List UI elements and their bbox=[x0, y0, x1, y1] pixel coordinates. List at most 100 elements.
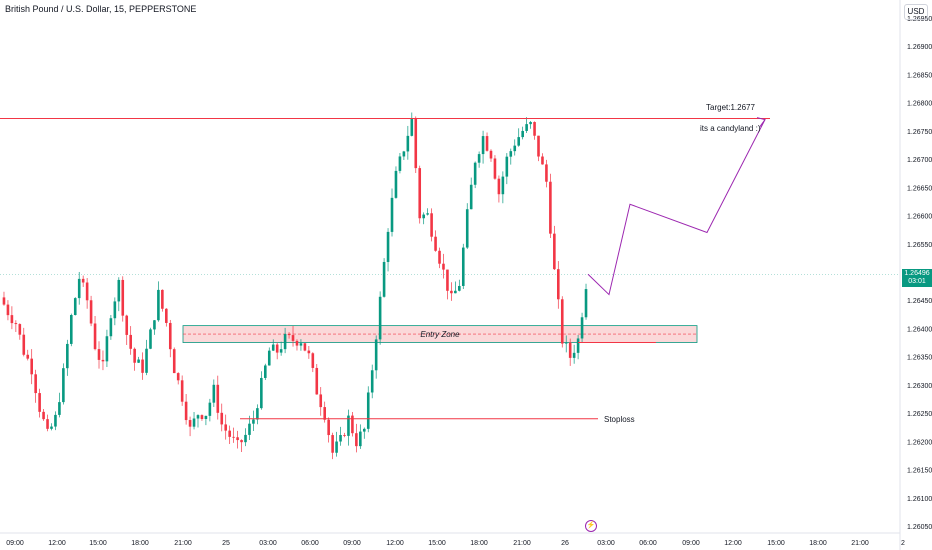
candle-body bbox=[22, 334, 26, 355]
y-tick-label: 1.26550 bbox=[907, 242, 932, 249]
bar-countdown: 03:01 bbox=[908, 278, 926, 285]
projection-arrowhead bbox=[756, 117, 766, 127]
projection-path bbox=[587, 119, 766, 296]
y-tick-label: 1.26100 bbox=[907, 496, 932, 503]
lightning-icon[interactable]: ⚡ bbox=[585, 520, 597, 532]
candle-body bbox=[260, 377, 263, 409]
candle-body bbox=[256, 408, 259, 420]
candle-body bbox=[153, 320, 156, 330]
candle-body bbox=[240, 440, 243, 443]
candle-body bbox=[81, 278, 85, 283]
candle-body bbox=[557, 269, 560, 300]
candle-body bbox=[307, 350, 311, 354]
candle-body bbox=[485, 136, 489, 151]
currency-button[interactable]: USD bbox=[904, 4, 928, 20]
candle-body bbox=[553, 233, 556, 270]
candle-body bbox=[73, 298, 77, 315]
entry-zone-label: Entry Zone bbox=[420, 330, 460, 339]
candle-body bbox=[339, 435, 342, 442]
candle-body bbox=[351, 415, 354, 434]
x-tick-label: 09:00 bbox=[343, 540, 361, 547]
candle-body bbox=[46, 419, 49, 429]
y-tick-label: 1.26250 bbox=[907, 411, 932, 418]
candle-body bbox=[505, 156, 509, 177]
candle-body bbox=[62, 368, 65, 403]
candle-body bbox=[398, 156, 402, 171]
candle-body bbox=[271, 344, 275, 351]
candle-body bbox=[109, 318, 113, 337]
candle-body bbox=[267, 350, 271, 366]
candle-body bbox=[287, 333, 291, 336]
candle-body bbox=[97, 349, 101, 360]
candle-body bbox=[228, 430, 231, 437]
candle-body bbox=[275, 344, 279, 353]
candle-body bbox=[176, 373, 180, 381]
candle-body bbox=[501, 176, 505, 195]
y-tick-label: 1.26450 bbox=[907, 298, 932, 305]
x-tick-label: 12:00 bbox=[386, 540, 404, 547]
candle-body bbox=[69, 314, 73, 344]
candle-body bbox=[446, 269, 449, 291]
candle-body bbox=[200, 415, 204, 419]
candle-body bbox=[545, 164, 548, 182]
x-tick-label: 25 bbox=[222, 540, 230, 547]
candle-body bbox=[42, 411, 45, 420]
candle-body bbox=[533, 122, 536, 136]
y-tick-label: 1.26300 bbox=[907, 383, 932, 390]
candle-body bbox=[549, 181, 552, 234]
candle-body bbox=[244, 434, 247, 443]
candle-body bbox=[537, 135, 540, 157]
candle-body bbox=[137, 359, 140, 363]
candle-body bbox=[477, 154, 481, 163]
candle-body bbox=[220, 412, 224, 425]
candle-body bbox=[374, 339, 378, 371]
candle-body bbox=[129, 334, 132, 349]
candle-body bbox=[517, 137, 521, 146]
candle-body bbox=[54, 414, 57, 427]
candle-body bbox=[564, 342, 568, 344]
candle-body bbox=[438, 250, 441, 264]
target-note-label: its a candyland :) bbox=[700, 124, 761, 133]
candle-body bbox=[493, 158, 497, 179]
x-tick-label: 18:00 bbox=[809, 540, 827, 547]
candle-body bbox=[34, 374, 37, 394]
candle-body bbox=[212, 384, 216, 403]
candle-body bbox=[497, 178, 501, 195]
candle-body bbox=[180, 380, 184, 402]
y-tick-label: 1.26050 bbox=[907, 524, 932, 531]
candle-body bbox=[584, 289, 588, 318]
candle-body bbox=[355, 433, 358, 447]
candle-body bbox=[347, 415, 350, 436]
candle-body bbox=[224, 424, 228, 431]
x-tick-label: 12:00 bbox=[724, 540, 742, 547]
candle-body bbox=[402, 151, 406, 157]
candle-body bbox=[461, 247, 465, 286]
candle-body bbox=[434, 236, 437, 251]
candle-body bbox=[390, 197, 394, 232]
candle-body bbox=[196, 415, 200, 419]
candle-body bbox=[331, 435, 334, 453]
candle-body bbox=[394, 170, 398, 198]
y-tick-label: 1.26350 bbox=[907, 355, 932, 362]
candle-body bbox=[414, 117, 418, 169]
candle-body bbox=[359, 431, 362, 447]
candle-body bbox=[18, 324, 22, 335]
x-tick-label: 09:00 bbox=[682, 540, 700, 547]
candle-body bbox=[509, 151, 513, 157]
candle-body bbox=[327, 419, 330, 436]
candle-body bbox=[370, 370, 374, 393]
candle-body bbox=[14, 323, 18, 325]
candle-body bbox=[89, 300, 93, 324]
candle-body bbox=[161, 289, 164, 309]
candle-body bbox=[295, 340, 299, 346]
candle-body bbox=[216, 384, 220, 413]
candle-body bbox=[192, 418, 196, 427]
candle-body bbox=[513, 145, 517, 152]
candle-body bbox=[450, 290, 453, 294]
candle-body bbox=[319, 394, 323, 408]
candle-body bbox=[525, 124, 528, 131]
candle-body bbox=[26, 354, 30, 359]
candle-body bbox=[188, 420, 192, 427]
candle-body bbox=[442, 263, 445, 270]
